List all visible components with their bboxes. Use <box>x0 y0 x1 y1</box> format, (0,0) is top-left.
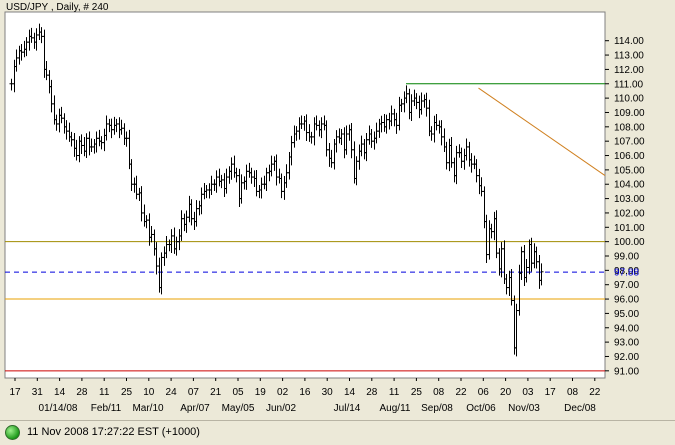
plot-area <box>4 11 606 379</box>
y-tick-label: 92.00 <box>614 352 639 363</box>
x-tick-label: 08 <box>433 387 445 398</box>
y-tick-label: 103.00 <box>614 194 645 205</box>
x-tick-label: 14 <box>344 387 356 398</box>
last-price-label: 97.88 <box>614 268 639 279</box>
x-month-label: Apr/07 <box>180 403 210 414</box>
x-tick-label: 06 <box>478 387 490 398</box>
x-tick-label: 11 <box>99 387 110 398</box>
price-chart: USD/JPY , Daily, # 240 91.00 92.00 93.00 94… <box>4 2 646 414</box>
x-tick-label: 25 <box>121 387 133 398</box>
y-tick-label: 96.00 <box>614 295 639 306</box>
x-tick-label: 19 <box>255 387 267 398</box>
x-tick-label: 22 <box>455 387 467 398</box>
x-tick-label: 28 <box>76 387 88 398</box>
y-tick-label: 113.00 <box>614 51 644 62</box>
x-month-label: May/05 <box>222 403 255 414</box>
x-month-label: Aug/11 <box>380 403 411 414</box>
y-tick-label: 101.00 <box>614 223 645 234</box>
x-tick-label: 28 <box>366 387 378 398</box>
x-tick-label: 21 <box>210 387 222 398</box>
y-axis: 91.00 92.00 93.00 94.00 95.00 96.00 97.00 98.00… <box>605 36 645 377</box>
y-tick-label: 91.00 <box>614 366 639 377</box>
x-month-label: Sep/08 <box>421 403 453 414</box>
x-month-label: Mar/10 <box>132 403 164 414</box>
price-bar <box>539 263 544 286</box>
x-tick-label: 02 <box>277 387 289 398</box>
x-tick-label: 22 <box>589 387 601 398</box>
y-tick-label: 111.00 <box>614 79 644 90</box>
x-month-label: 01/14/08 <box>39 403 78 414</box>
y-tick-label: 93.00 <box>614 338 639 349</box>
chart-title: USD/JPY , Daily, # 240 <box>6 2 109 13</box>
y-tick-label: 110.00 <box>614 94 644 105</box>
x-tick-label: 30 <box>322 387 334 398</box>
x-tick-label: 05 <box>232 387 244 398</box>
x-month-label: Oct/06 <box>466 403 496 414</box>
trendline <box>478 87 606 176</box>
x-tick-label: 20 <box>500 387 512 398</box>
x-tick-label: 08 <box>567 387 579 398</box>
x-month-label: Jun/02 <box>266 403 296 414</box>
y-tick-label: 109.00 <box>614 108 645 119</box>
y-tick-label: 112.00 <box>614 65 644 76</box>
y-tick-label: 98.00 <box>614 266 639 277</box>
y-tick-label: 94.00 <box>614 323 639 334</box>
y-tick-label: 107.00 <box>614 137 645 148</box>
y-tick-label: 97.00 <box>614 280 639 291</box>
x-tick-label: 07 <box>188 387 200 398</box>
y-tick-label: 106.00 <box>614 151 645 162</box>
x-tick-label: 25 <box>411 387 423 398</box>
x-axis: 17 31 14 28 11 25 10 24 07 21 05 19 02 16 30 14 28 11 25 08… <box>9 378 601 414</box>
y-tick-label: 100.00 <box>614 237 645 248</box>
x-month-label: Nov/03 <box>508 403 540 414</box>
connection-status-icon <box>5 425 20 440</box>
x-tick-label: 03 <box>522 387 534 398</box>
y-tick-label: 95.00 <box>614 309 639 320</box>
x-month-label: Feb/11 <box>91 403 122 414</box>
status-timestamp: 11 Nov 2008 17:27:22 EST (+1000) <box>27 426 200 438</box>
price-bars <box>9 23 544 357</box>
x-tick-label: 11 <box>389 387 400 398</box>
y-tick-label: 114.00 <box>614 36 644 47</box>
y-tick-label: 104.00 <box>614 180 645 191</box>
x-tick-label: 16 <box>299 387 311 398</box>
x-tick-label: 31 <box>32 387 44 398</box>
resistance-trendline <box>478 87 606 176</box>
status-bar: 11 Nov 2008 17:27:22 EST (+1000) <box>0 420 675 445</box>
y-tick-label: 105.00 <box>614 165 645 176</box>
y-tick-label: 108.00 <box>614 122 645 133</box>
y-tick-label: 99.00 <box>614 252 639 263</box>
x-tick-label: 17 <box>545 387 557 398</box>
x-tick-label: 17 <box>9 387 21 398</box>
x-tick-label: 14 <box>54 387 66 398</box>
y-tick-label: 102.00 <box>614 208 645 219</box>
x-month-label: Dec/08 <box>564 403 596 414</box>
x-month-label: Jul/14 <box>334 403 361 414</box>
x-tick-label: 24 <box>166 387 178 398</box>
x-tick-label: 10 <box>143 387 155 398</box>
